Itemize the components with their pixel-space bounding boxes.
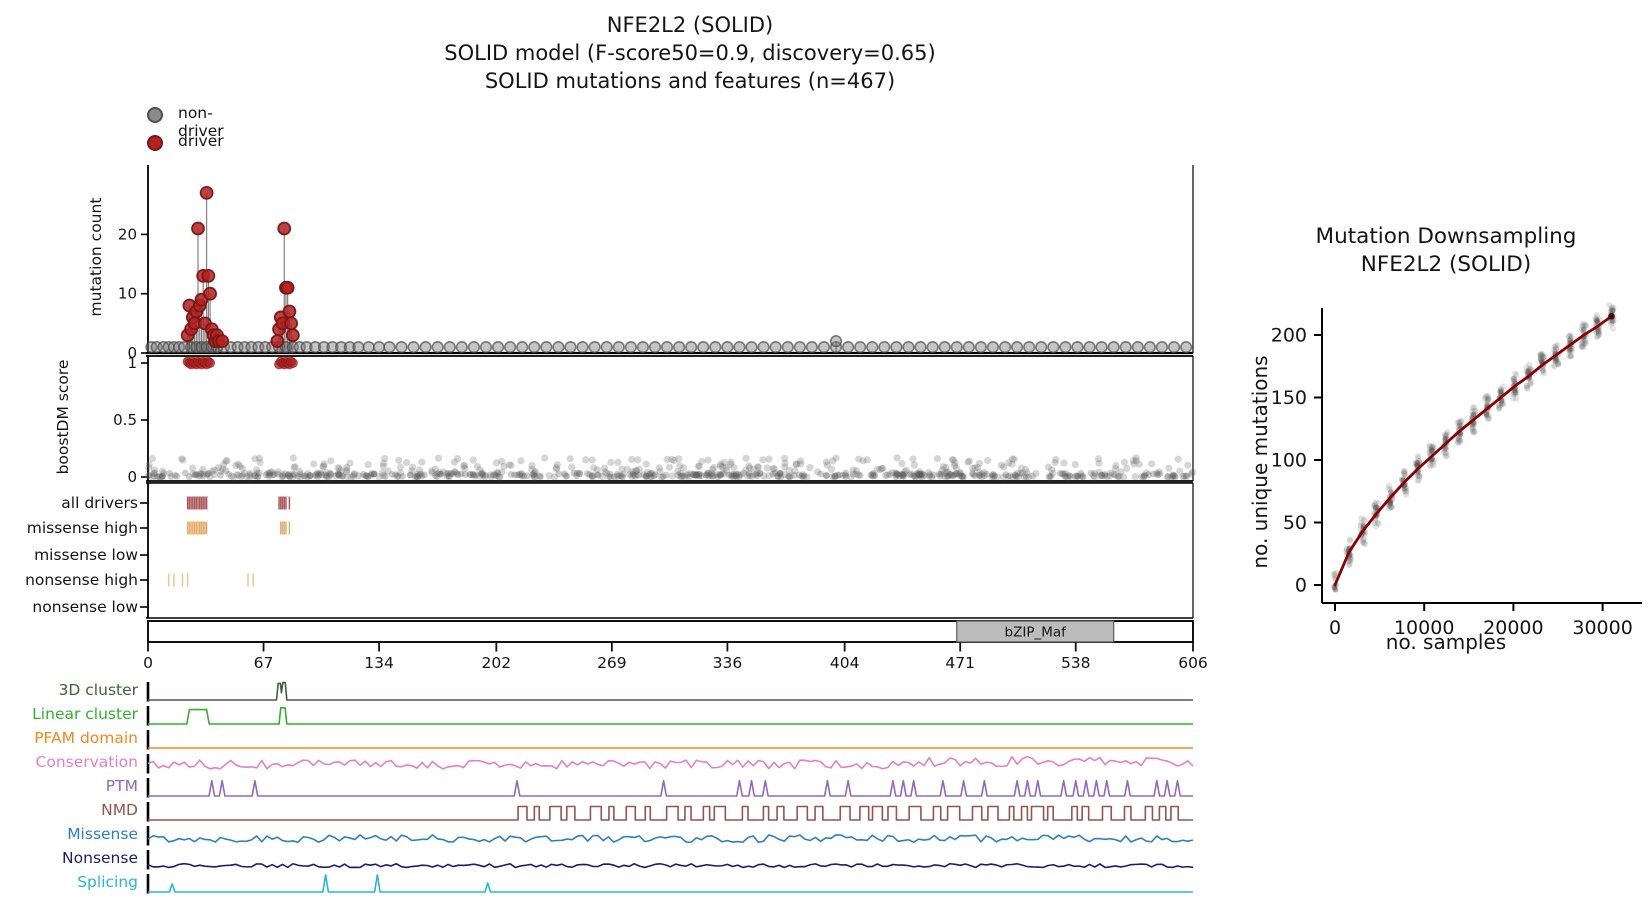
feature-track-label-Missense: Missense xyxy=(67,825,138,843)
downsampling-xlabel: no. samples xyxy=(1385,630,1507,654)
downsampling-ylabel: no. unique mutations xyxy=(1248,355,1272,569)
rug-row-label-all-drivers: all drivers xyxy=(61,494,138,512)
feature-track-label-3D-cluster: 3D cluster xyxy=(58,681,138,699)
tick-label: 471 xyxy=(945,654,975,672)
tick-label: 200 xyxy=(1271,325,1307,347)
downsampling-title-line2: NFE2L2 (SOLID) xyxy=(1360,252,1532,277)
tick-label: 202 xyxy=(482,654,512,672)
tick-label: 0.5 xyxy=(113,411,137,429)
tick-label: 30000 xyxy=(1572,617,1632,639)
figure-title-line2: SOLID model (F-score50=0.9, discovery=0.… xyxy=(444,41,936,65)
tick-label: 50 xyxy=(1283,512,1307,534)
tick-label: 404 xyxy=(830,654,860,672)
non-driver-marker-icon xyxy=(147,107,163,123)
rug-row-label-nonsense-high: nonsense high xyxy=(25,571,138,589)
tick-label: 100 xyxy=(1271,450,1307,472)
feature-track-label-Nonsense: Nonsense xyxy=(62,849,138,867)
tick-label: 0 xyxy=(1329,617,1341,639)
rug-row-label-nonsense-low: nonsense low xyxy=(32,598,138,616)
tick-label: 269 xyxy=(597,654,627,672)
figure-title-line3: SOLID mutations and features (n=467) xyxy=(484,69,896,93)
driver-marker-icon xyxy=(147,135,163,151)
legend-label-driver: driver xyxy=(178,132,224,150)
mutation-count-needle-plot: 0 10 20 xyxy=(118,165,1194,362)
tick-label: 20 xyxy=(118,225,137,243)
feature-track-label-Linear-cluster: Linear cluster xyxy=(32,705,138,723)
tick-label: 0 xyxy=(143,654,153,672)
figure-title-line1: NFE2L2 (SOLID) xyxy=(606,13,774,37)
rug-row-label-missense-high: missense high xyxy=(26,519,138,537)
tick-label: 10000 xyxy=(1394,617,1454,639)
feature-track-label-Conservation: Conservation xyxy=(35,753,138,771)
tick-label: 538 xyxy=(1061,654,1091,672)
tick-label: 0 xyxy=(1295,575,1307,597)
feature-tracks-plot xyxy=(146,681,1194,894)
protein-domain-bar: bZIP_Maf 0 67 134 202 269 336 404 471 538 606 xyxy=(143,620,1208,672)
tick-label: 0 xyxy=(127,468,137,486)
driver-class-rug-plot xyxy=(140,482,1194,619)
boostdm-score-plot: 10.50 xyxy=(113,354,1197,486)
tick-label: bZIP_Maf xyxy=(1005,625,1068,641)
downsampling-title-line1: Mutation Downsampling xyxy=(1315,224,1577,249)
feature-track-label-NMD: NMD xyxy=(101,801,138,819)
feature-track-label-Splicing: Splicing xyxy=(77,873,138,891)
legend-label-non-driver: non-driver xyxy=(178,104,224,140)
tick-label: 20000 xyxy=(1483,617,1543,639)
tick-label: 10 xyxy=(118,285,137,303)
tick-label: 336 xyxy=(713,654,743,672)
downsampling-scatter-plot: 0 50 100 150 200 0 10000 20000 30000 xyxy=(1271,301,1642,639)
rug-row-label-missense-low: missense low xyxy=(34,546,138,564)
tick-label: 606 xyxy=(1178,654,1208,672)
tick-label: 150 xyxy=(1271,387,1307,409)
tick-label: 0 xyxy=(127,344,137,362)
tick-label: 1 xyxy=(127,354,137,372)
tick-label: 67 xyxy=(254,654,274,672)
feature-track-label-PTM: PTM xyxy=(105,777,138,795)
feature-track-label-PFAM-domain: PFAM domain xyxy=(34,729,138,747)
tick-label: 134 xyxy=(364,654,394,672)
